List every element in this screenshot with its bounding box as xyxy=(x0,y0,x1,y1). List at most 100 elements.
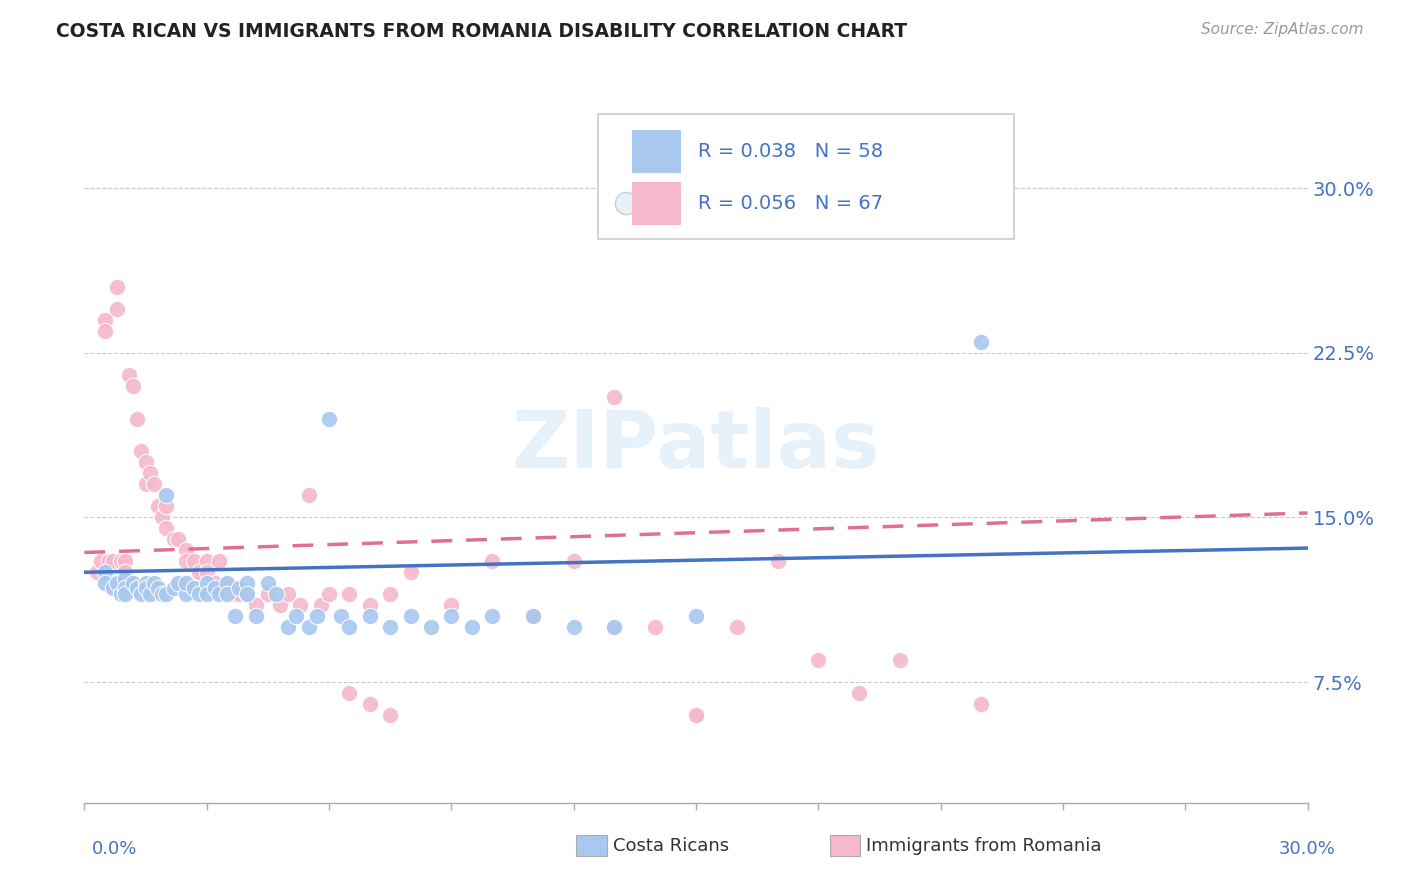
Point xyxy=(440,609,463,624)
Point xyxy=(86,566,108,580)
Point xyxy=(174,543,197,558)
Point xyxy=(187,587,209,601)
Point xyxy=(380,587,402,601)
Text: 30.0%: 30.0% xyxy=(1279,840,1336,858)
Point xyxy=(298,620,321,634)
Point xyxy=(224,609,246,624)
Point xyxy=(217,576,239,591)
Point xyxy=(807,653,830,667)
Point xyxy=(970,334,993,349)
Point xyxy=(114,572,136,586)
Point xyxy=(309,598,332,612)
Point xyxy=(766,214,789,228)
Point xyxy=(114,554,136,568)
Point xyxy=(93,576,115,591)
Point xyxy=(110,554,132,568)
Point xyxy=(114,587,136,601)
Point xyxy=(644,620,666,634)
Point xyxy=(155,587,177,601)
Point xyxy=(167,576,190,591)
Point xyxy=(135,455,157,469)
Point xyxy=(848,686,870,700)
Point xyxy=(204,581,226,595)
Point xyxy=(318,411,340,425)
Point xyxy=(380,708,402,723)
Point xyxy=(603,390,626,404)
Point xyxy=(142,477,165,491)
Point xyxy=(420,620,443,634)
Point xyxy=(359,697,381,711)
Point xyxy=(204,576,226,591)
Point xyxy=(685,609,707,624)
Point xyxy=(245,598,267,612)
Point xyxy=(440,598,463,612)
Point xyxy=(359,598,381,612)
Point xyxy=(138,467,160,481)
Bar xyxy=(633,182,682,225)
Text: Costa Ricans: Costa Ricans xyxy=(613,837,730,855)
Point xyxy=(135,581,157,595)
Point xyxy=(114,581,136,595)
Point xyxy=(522,609,544,624)
Point xyxy=(264,587,287,601)
Point xyxy=(174,576,197,591)
Point xyxy=(114,566,136,580)
Point xyxy=(889,653,911,667)
Point xyxy=(195,566,218,580)
Point xyxy=(93,312,115,326)
Point xyxy=(127,581,149,595)
Point xyxy=(208,554,231,568)
Point xyxy=(131,587,153,601)
Point xyxy=(399,609,422,624)
Point xyxy=(970,697,993,711)
Point xyxy=(269,598,291,612)
Point xyxy=(290,598,312,612)
Point xyxy=(685,708,707,723)
Point xyxy=(138,587,160,601)
Point xyxy=(298,488,321,502)
Point xyxy=(562,620,585,634)
Point xyxy=(90,554,112,568)
Point xyxy=(93,324,115,338)
Point xyxy=(105,280,128,294)
Point xyxy=(142,576,165,591)
Text: 0.0%: 0.0% xyxy=(91,840,136,858)
Text: R = 0.056   N = 67: R = 0.056 N = 67 xyxy=(699,194,883,213)
Point xyxy=(127,411,149,425)
Point xyxy=(122,378,145,392)
Point xyxy=(167,533,190,547)
Point xyxy=(224,587,246,601)
Point xyxy=(562,554,585,568)
Point xyxy=(208,587,231,601)
Point xyxy=(155,521,177,535)
Text: R = 0.038   N = 58: R = 0.038 N = 58 xyxy=(699,142,883,161)
Point xyxy=(481,609,503,624)
Point xyxy=(146,500,169,514)
Point xyxy=(174,587,197,601)
Point xyxy=(725,620,748,634)
Point xyxy=(183,554,205,568)
Point xyxy=(277,620,299,634)
Point xyxy=(399,566,422,580)
Point xyxy=(305,609,328,624)
Point xyxy=(277,587,299,601)
Point xyxy=(93,566,115,580)
Point xyxy=(110,587,132,601)
Point xyxy=(135,477,157,491)
Point xyxy=(195,576,218,591)
Point xyxy=(766,554,789,568)
Point xyxy=(236,576,259,591)
Point xyxy=(257,576,280,591)
Point xyxy=(183,581,205,595)
Point xyxy=(122,576,145,591)
Point xyxy=(155,488,177,502)
Point xyxy=(339,686,361,700)
Point xyxy=(228,581,250,595)
Point xyxy=(187,566,209,580)
FancyBboxPatch shape xyxy=(598,114,1014,239)
Point xyxy=(685,708,707,723)
Point xyxy=(195,554,218,568)
Point xyxy=(603,620,626,634)
Point xyxy=(101,581,124,595)
Point xyxy=(236,587,259,601)
